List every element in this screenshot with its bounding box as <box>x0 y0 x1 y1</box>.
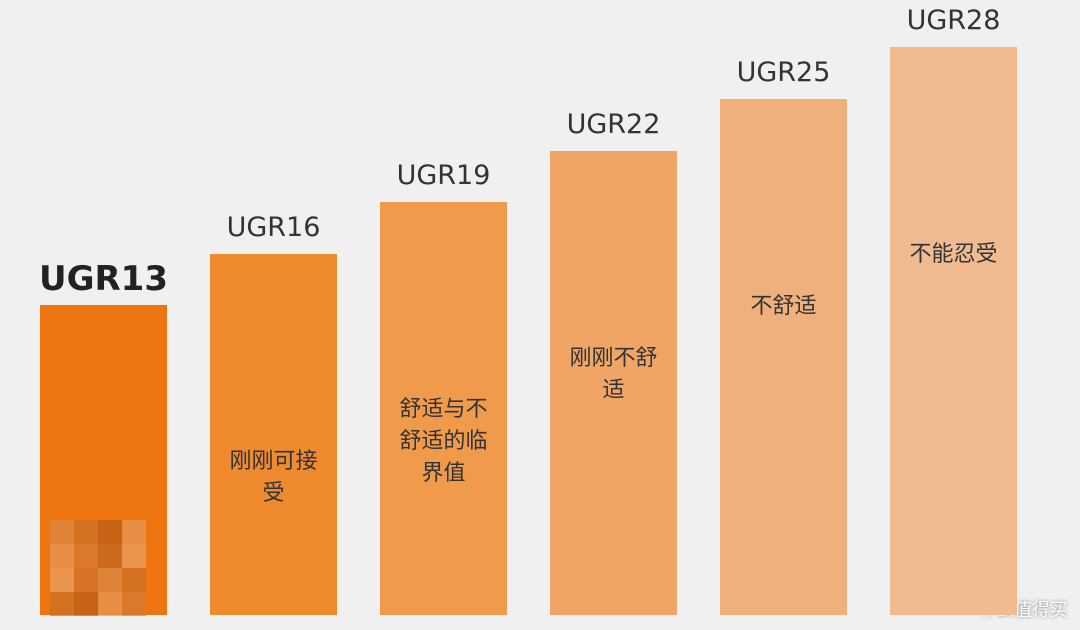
blur-block <box>50 592 74 616</box>
bar <box>720 99 847 615</box>
blur-block <box>122 568 146 592</box>
blur-block <box>50 568 74 592</box>
blur-block <box>50 544 74 568</box>
blur-block <box>98 544 122 568</box>
bar-label: UGR28 <box>906 5 1001 37</box>
bar-label: UGR19 <box>396 160 491 192</box>
blur-block <box>74 592 98 616</box>
bar-label: UGR22 <box>566 108 661 140</box>
blur-block <box>98 568 122 592</box>
blur-block <box>74 568 98 592</box>
bar-description: 舒适与不舒适的临界值 <box>399 397 488 487</box>
bar <box>550 150 677 615</box>
bar-label: UGR16 <box>226 211 321 243</box>
bar-label: UGR13 <box>38 259 168 300</box>
bar <box>380 202 507 615</box>
blur-block <box>74 544 98 568</box>
blur-block <box>50 520 74 544</box>
blur-block <box>122 520 146 544</box>
blur-block <box>122 544 146 568</box>
bar-description: 刚刚不舒适 <box>569 345 658 403</box>
blur-block <box>122 592 146 616</box>
blur-block <box>98 592 122 616</box>
bar-label: UGR25 <box>736 57 831 88</box>
bar-description: 不舒适 <box>750 294 817 319</box>
bar-description: 刚刚可接受 <box>229 448 318 506</box>
blur-block <box>74 520 98 544</box>
bar-description: 不能忍受 <box>909 242 998 268</box>
bar <box>890 47 1017 615</box>
bar <box>210 253 337 615</box>
blur-block <box>98 520 122 544</box>
